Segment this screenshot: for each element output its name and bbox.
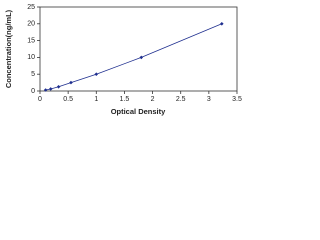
y-tick-label: 0 bbox=[31, 88, 35, 95]
data-point bbox=[220, 22, 224, 26]
data-point bbox=[69, 80, 73, 85]
x-tick-label: 0 bbox=[38, 96, 42, 103]
y-tick-label: 20 bbox=[27, 21, 35, 28]
x-tick-label: 0.5 bbox=[63, 96, 73, 103]
y-tick-label: 10 bbox=[27, 54, 35, 61]
page: Optical Density Concentration(ng/mL) 0 0.… bbox=[3, 3, 242, 116]
x-tick-label: 1 bbox=[94, 96, 98, 103]
y-tick-label: 25 bbox=[27, 4, 35, 11]
x-tick-label: 2.5 bbox=[176, 96, 186, 103]
data-point bbox=[56, 85, 61, 89]
x-tick-label: 2 bbox=[151, 96, 155, 103]
data-point bbox=[94, 72, 99, 76]
x-tick-label: 1.5 bbox=[120, 96, 130, 103]
data-point bbox=[48, 87, 53, 91]
y-axis-title: Concentration(ng/mL) bbox=[4, 9, 13, 88]
x-axis-title: Optical Density bbox=[111, 107, 166, 116]
y-tick-label: 5 bbox=[31, 71, 35, 78]
y-tick-label: 15 bbox=[27, 37, 35, 44]
chart: Optical Density Concentration(ng/mL) 0 0.… bbox=[4, 4, 242, 116]
fit-line bbox=[45, 23, 222, 91]
x-tick-label: 3 bbox=[207, 96, 211, 103]
data-point bbox=[43, 88, 48, 92]
data-point bbox=[139, 55, 144, 60]
plot-frame bbox=[39, 6, 238, 92]
x-tick-label: 3.5 bbox=[232, 96, 242, 103]
